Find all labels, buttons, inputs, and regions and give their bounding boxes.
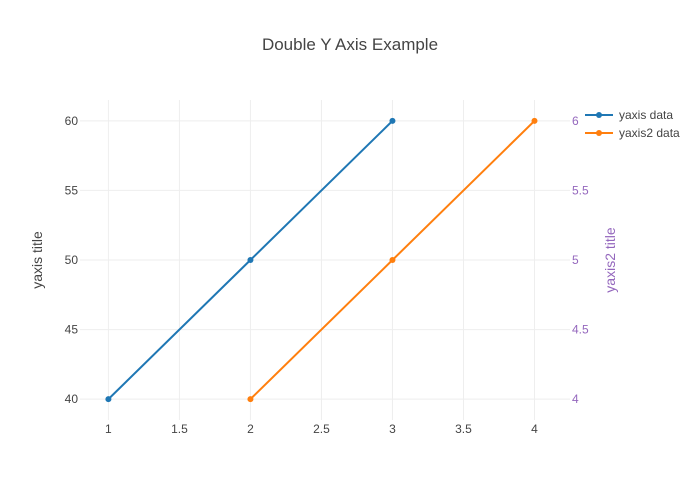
legend[interactable]: yaxis data yaxis2 data xyxy=(585,108,680,140)
legend-label-yaxis2-data: yaxis2 data xyxy=(619,126,680,140)
data-point-yaxis2-data xyxy=(531,117,538,124)
x-tick-label: 2.5 xyxy=(313,422,330,436)
grid xyxy=(80,100,570,420)
chart-title: Double Y Axis Example xyxy=(262,35,438,54)
y2-tick-label: 4 xyxy=(572,392,579,406)
x-tick-label: 1 xyxy=(105,422,112,436)
y2-tick-label: 5 xyxy=(572,253,579,267)
legend-item-yaxis2-data[interactable]: yaxis2 data xyxy=(585,126,680,140)
x-tick-label: 3 xyxy=(389,422,396,436)
y2-tick-label: 4.5 xyxy=(572,323,589,337)
data-point-yaxis2-data xyxy=(247,396,254,403)
series-group xyxy=(105,117,538,403)
x-tick-label: 4 xyxy=(531,422,538,436)
y2-axis-ticks: 4 4.5 5 5.5 6 xyxy=(572,114,589,406)
y2-tick-label: 6 xyxy=(572,114,579,128)
y2-tick-label: 5.5 xyxy=(572,183,589,197)
data-point-yaxis2-data xyxy=(389,257,396,263)
y-tick-label: 50 xyxy=(65,253,79,267)
data-point-yaxis-data xyxy=(247,257,254,263)
data-point-yaxis-data xyxy=(105,396,112,403)
y-tick-label: 40 xyxy=(65,392,79,406)
x-tick-label: 2 xyxy=(247,422,254,436)
y-tick-label: 60 xyxy=(65,114,79,128)
y-axis-ticks: 40 45 50 55 60 xyxy=(65,114,79,406)
legend-label-yaxis-data: yaxis data xyxy=(619,108,673,122)
legend-item-yaxis-data[interactable]: yaxis data xyxy=(585,108,673,122)
x-tick-label: 1.5 xyxy=(171,422,188,436)
legend-marker-yaxis2-data xyxy=(596,130,602,136)
y-tick-label: 45 xyxy=(65,323,79,337)
y2-axis-title: yaxis2 title xyxy=(602,227,618,293)
y-axis-title: yaxis title xyxy=(29,231,45,289)
x-tick-label: 3.5 xyxy=(455,422,472,436)
data-point-yaxis-data xyxy=(389,117,396,124)
y-tick-label: 55 xyxy=(65,183,79,197)
x-axis-ticks: 1 1.5 2 2.5 3 3.5 4 xyxy=(105,422,538,436)
legend-marker-yaxis-data xyxy=(596,112,602,118)
